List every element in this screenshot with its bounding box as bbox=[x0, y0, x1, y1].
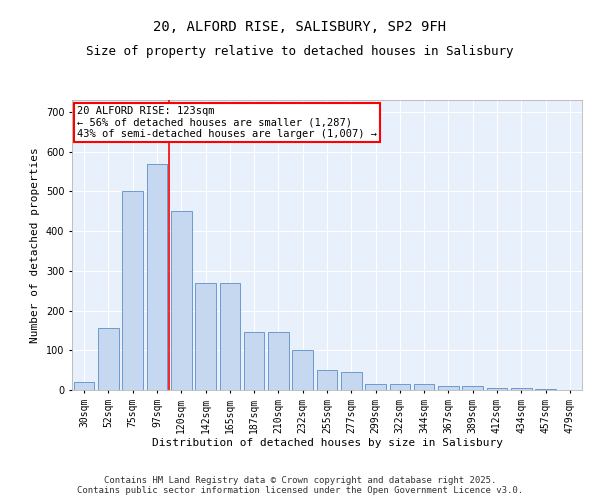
Bar bbox=[220, 282, 240, 390]
Bar bbox=[292, 350, 313, 390]
Text: 20, ALFORD RISE, SALISBURY, SP2 9FH: 20, ALFORD RISE, SALISBURY, SP2 9FH bbox=[154, 20, 446, 34]
Text: Size of property relative to detached houses in Salisbury: Size of property relative to detached ho… bbox=[86, 45, 514, 58]
Bar bbox=[414, 384, 434, 390]
Bar bbox=[122, 192, 143, 390]
Bar bbox=[341, 372, 362, 390]
Bar bbox=[74, 382, 94, 390]
Bar bbox=[244, 332, 265, 390]
Bar bbox=[463, 386, 483, 390]
Bar bbox=[535, 389, 556, 390]
Bar bbox=[438, 386, 459, 390]
Bar bbox=[171, 211, 191, 390]
Bar bbox=[268, 332, 289, 390]
X-axis label: Distribution of detached houses by size in Salisbury: Distribution of detached houses by size … bbox=[151, 438, 503, 448]
Y-axis label: Number of detached properties: Number of detached properties bbox=[31, 147, 40, 343]
Bar bbox=[389, 384, 410, 390]
Text: 20 ALFORD RISE: 123sqm
← 56% of detached houses are smaller (1,287)
43% of semi-: 20 ALFORD RISE: 123sqm ← 56% of detached… bbox=[77, 106, 377, 139]
Bar bbox=[195, 282, 216, 390]
Text: Contains HM Land Registry data © Crown copyright and database right 2025.
Contai: Contains HM Land Registry data © Crown c… bbox=[77, 476, 523, 495]
Bar bbox=[365, 384, 386, 390]
Bar bbox=[146, 164, 167, 390]
Bar bbox=[487, 388, 508, 390]
Bar bbox=[511, 388, 532, 390]
Bar bbox=[317, 370, 337, 390]
Bar bbox=[98, 328, 119, 390]
